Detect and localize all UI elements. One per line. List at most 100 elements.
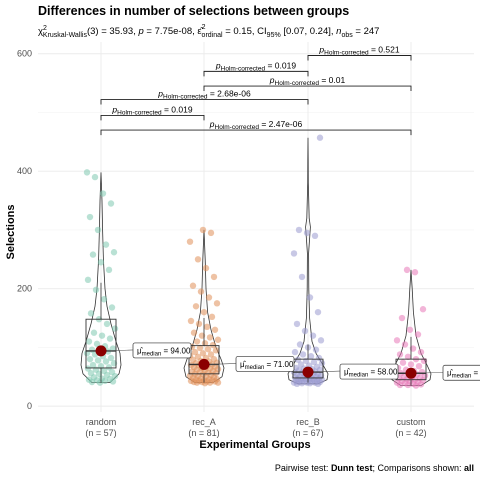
y-tick-label: 600 [17,49,32,59]
data-point [107,200,115,207]
subtitle-eps-value: = 0.15, CI [223,26,267,37]
median-label: μ̂median = 58.00 [344,368,398,379]
bracket-line [100,114,205,121]
data-point [407,361,415,368]
violin-random [80,172,122,383]
data-point [101,377,109,385]
bracket-label: pHolm-corrected = 0.01 [269,75,346,87]
data-point [110,249,118,256]
data-point [419,306,427,313]
median-label: μ̂median = 71.00 [240,360,294,371]
data-point [102,358,110,365]
data-point [404,381,412,389]
data-point [86,213,94,221]
data-point [83,169,91,176]
data-point [310,358,318,366]
data-point [98,332,106,339]
y-tick-label: 0 [27,401,32,411]
pairwise-brackets: pHolm-corrected = 0.019 pHolm-corrected =… [100,45,412,136]
x-axis: random(n = 57) rec_A(n = 81) rec_B(n = 67)… [85,417,426,438]
data-point [205,294,213,301]
data-point [417,348,425,356]
data-point [200,308,208,316]
median-markers: μ̂median = 94.00 μ̂median = 71.00 μ̂median… [95,342,480,381]
data-point [195,320,203,328]
data-point [212,347,220,354]
y-axis-title: Selections [5,204,17,259]
data-point [290,250,298,257]
data-point [399,359,407,366]
x-tick-label: rec_A [192,417,216,427]
subtitle-stat-sup: 2 [43,25,47,32]
caption-shown: all [464,463,474,473]
data-point [209,341,217,349]
data-point [417,381,425,388]
median-dot [302,366,314,378]
data-point [89,251,97,258]
data-point [206,379,214,386]
subtitle-p-label: p [137,26,143,37]
violin-rec_B [287,137,329,385]
box-iqr [85,318,117,369]
data-point [94,357,102,364]
y-tick-label: 200 [17,284,32,294]
data-point [211,326,219,333]
data-point [295,226,303,234]
data-point [206,334,214,341]
data-point [84,276,92,284]
median-leader [209,363,237,365]
subtitle-stat-sub: Kruskal-Wallis [43,32,88,39]
data-point [298,380,306,387]
median-dot [95,345,107,357]
data-point [303,229,311,237]
y-axis: 0 200 400 600 [17,49,32,411]
chart-caption: Pairwise test: Dunn test; Comparisons sh… [275,463,474,473]
data-point [207,351,215,358]
data-point [93,340,101,348]
data-point [202,264,210,272]
data-point [85,338,93,345]
data-point [398,314,406,322]
subtitle-p-value: = 7.75e-08, [144,26,198,37]
data-point [186,238,194,245]
data-point [108,304,116,311]
subtitle-stat: χ [38,26,43,37]
x-tick-label: random [86,417,117,427]
subtitle-n-label: n [336,26,341,37]
data-point [311,232,319,240]
data-point [99,190,107,197]
x-tick-n-label: (n = 42) [395,428,426,438]
data-point [83,350,91,357]
data-point [92,286,100,294]
data-point [192,303,200,310]
data-point [111,325,119,332]
data-point [214,336,222,343]
data-point [105,364,113,371]
chart-subtitle: χ2 Kruskal-Wallis(3) = 35.93, p = 7.75e-0… [38,24,379,39]
data-point [412,382,420,389]
bracket-line [100,99,309,105]
caption-test: Dunn test [331,463,373,473]
data-point [317,337,325,344]
median-dot [198,358,210,370]
bracket-label: pHolm-corrected = 0.521 [318,45,399,57]
data-point [91,173,99,181]
data-point [314,308,322,316]
y-tick-label: 400 [17,166,32,176]
data-point [203,323,211,331]
data-point [306,294,314,301]
data-point [318,360,326,367]
data-point [88,378,96,386]
data-point [204,345,212,353]
subtitle-ci-sub: 95% [267,32,281,39]
median-label-box [132,342,192,359]
box-iqr [188,345,220,375]
bracket-line [307,55,412,61]
x-tick-label: custom [396,417,425,427]
x-axis-title: Experimental Groups [199,439,310,451]
caption-mid: ; Comparisons shown: [372,463,464,473]
caption-prefix: Pairwise test: [275,463,331,473]
data-point [312,346,320,353]
subtitle-eps-sub: ordinal [202,32,223,39]
data-point [90,329,98,336]
